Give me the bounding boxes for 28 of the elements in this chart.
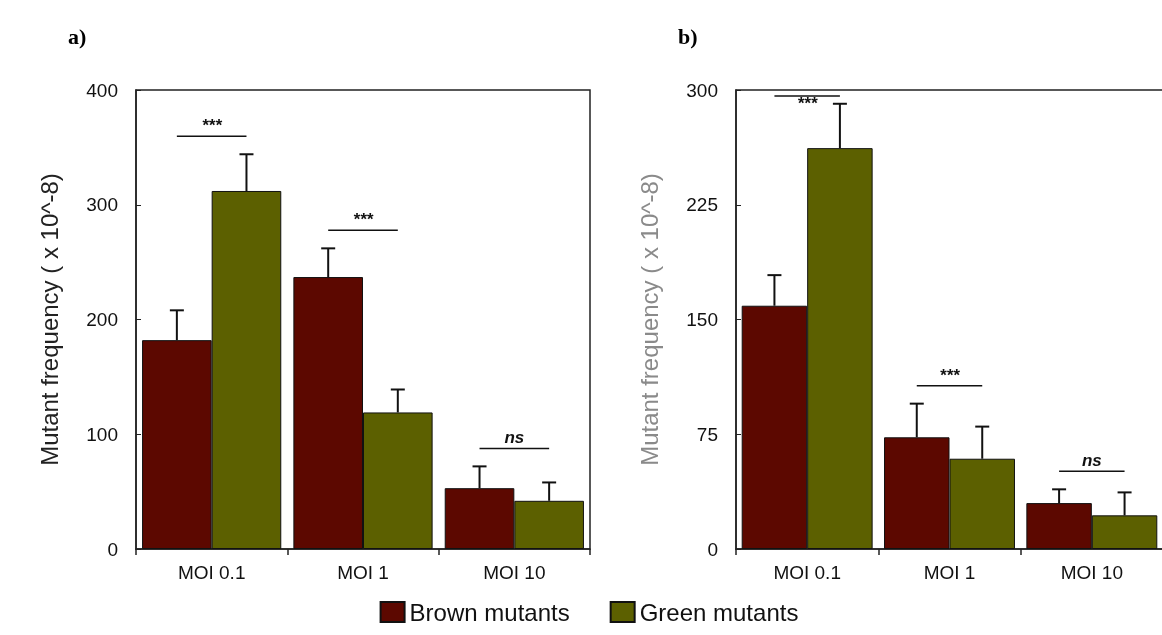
y-tick-label: 300	[686, 79, 718, 101]
annotation: ns	[1081, 451, 1102, 471]
y-axis-title: Mutant frequency ( x 10^-8)	[635, 173, 663, 466]
y-axis-title: Mutant frequency ( x 10^-8)	[35, 173, 63, 466]
x-tick-label: MOI 1	[337, 562, 389, 583]
y-tick-label: 400	[86, 79, 118, 101]
y-tick-label: 300	[86, 194, 118, 216]
x-tick-label: MOI 10	[483, 562, 546, 583]
annotation: ***	[201, 116, 223, 136]
chart-title: b)	[678, 23, 698, 49]
y-tick-label: 0	[707, 538, 718, 560]
y-tick-label: 0	[107, 538, 118, 560]
legend-label: Brown mutants	[409, 598, 570, 626]
chart-title: a)	[68, 23, 87, 49]
y-tick-label: 75	[696, 423, 718, 445]
annotation: ***	[939, 365, 961, 385]
annotation: ***	[797, 94, 819, 113]
y-tick-label: 150	[686, 309, 718, 330]
legend-label: Green mutants	[639, 598, 799, 626]
y-tick-label: 225	[686, 194, 718, 216]
x-tick-label: MOI 0.1	[177, 562, 246, 583]
annotation: ***	[353, 210, 375, 230]
x-tick-label: MOI 10	[1060, 562, 1123, 583]
x-tick-label: MOI 0.1	[773, 562, 841, 583]
y-tick-label: 200	[86, 309, 118, 330]
annotation: ns	[504, 428, 525, 448]
x-tick-label: MOI 1	[923, 562, 976, 583]
y-tick-label: 100	[86, 423, 118, 445]
